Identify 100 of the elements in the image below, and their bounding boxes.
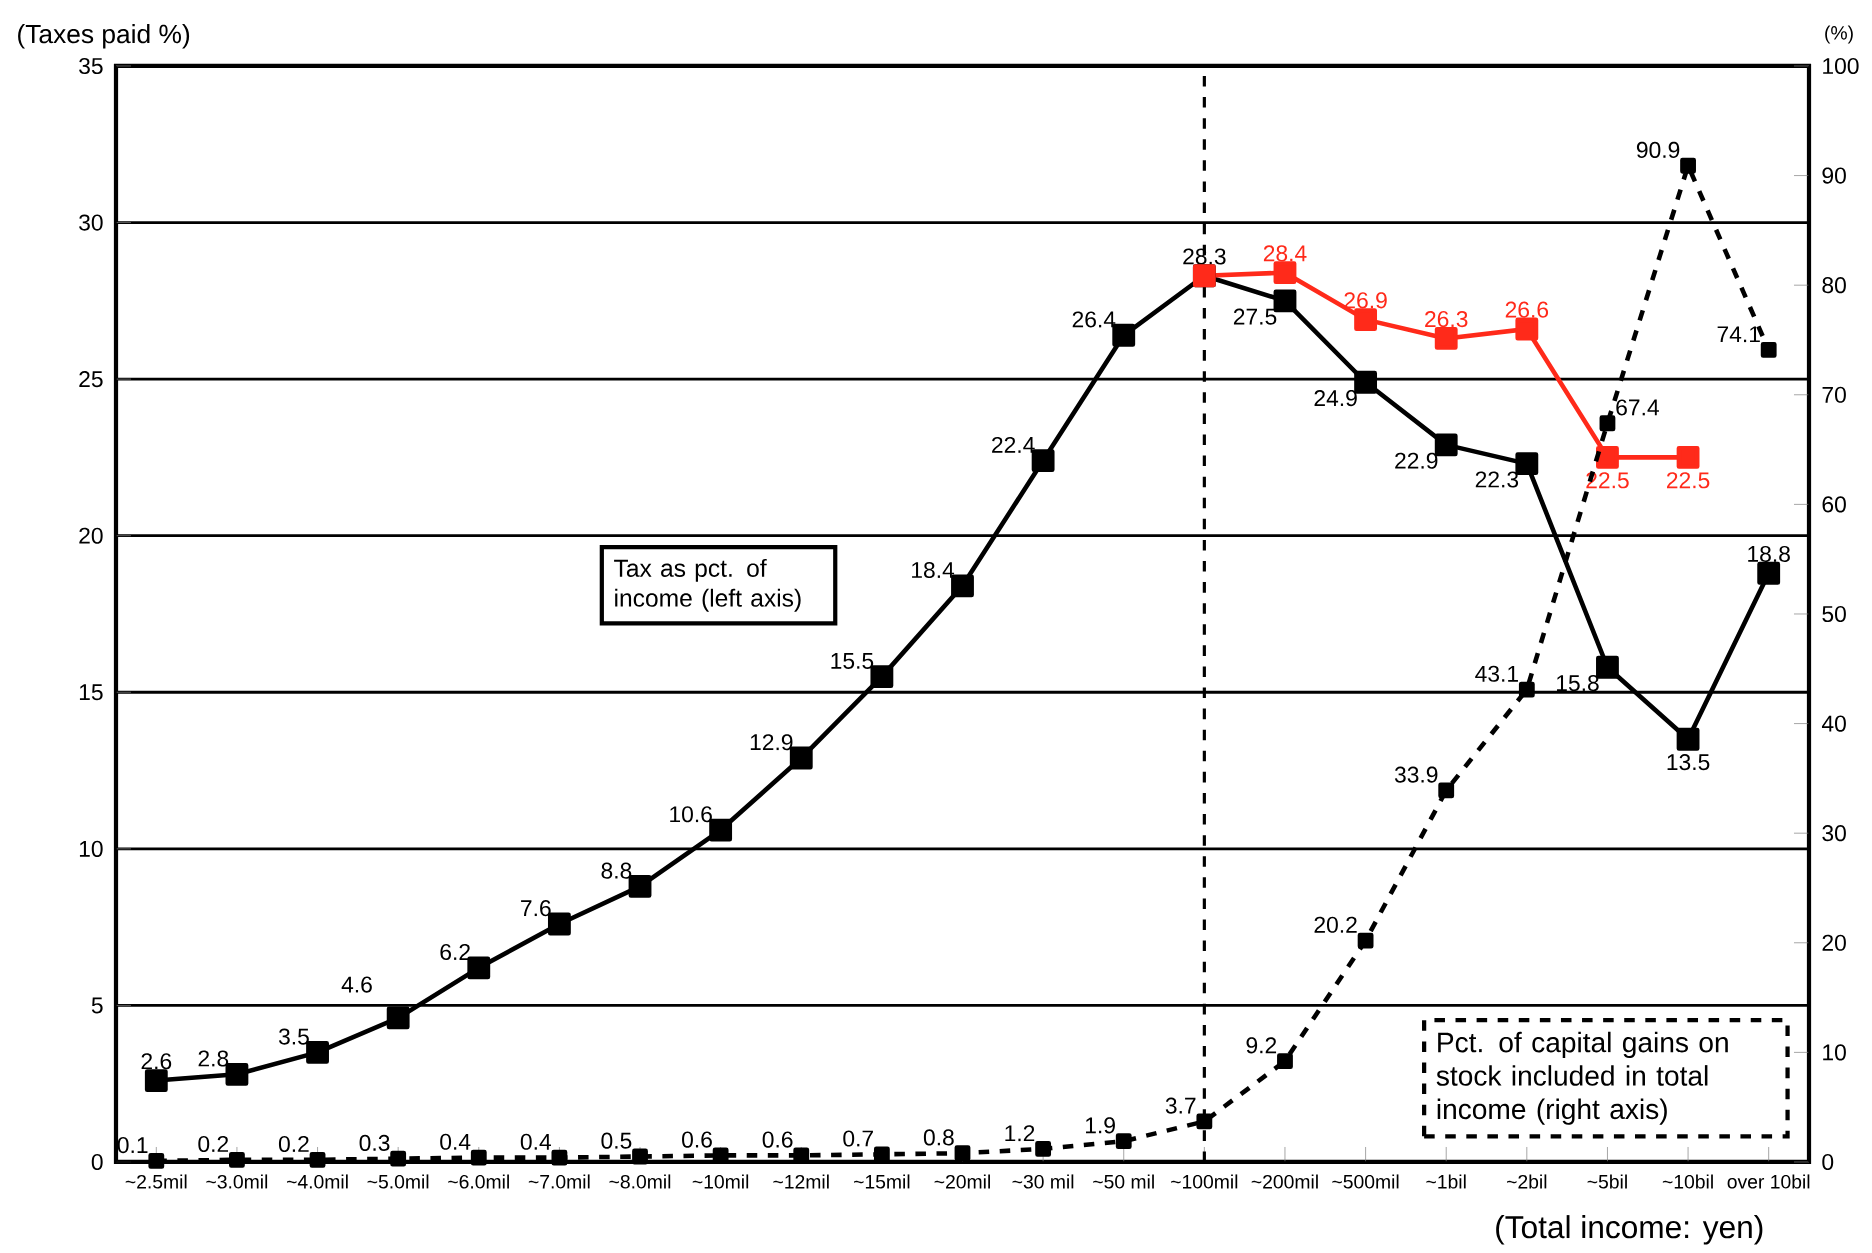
point bbox=[1599, 415, 1616, 432]
y2-tick-label: 100 bbox=[1823, 57, 1859, 75]
x-tick-label: ~2bil bbox=[1507, 1174, 1547, 1189]
x-tick-label: ~12mil bbox=[773, 1174, 829, 1189]
y2-tick-label: 20 bbox=[1822, 934, 1846, 951]
data-label: 26.9 bbox=[1344, 292, 1387, 309]
data-label: 22.9 bbox=[1395, 452, 1438, 469]
y2-tick-label: 60 bbox=[1822, 496, 1846, 513]
annotation: Pct. of capital gains on stock included in total income (right axis) bbox=[1436, 1031, 1728, 1125]
data-label: 1.2 bbox=[1005, 1125, 1035, 1142]
data-label: 4.6 bbox=[341, 976, 372, 993]
data-label: 26.3 bbox=[1425, 311, 1468, 328]
data-label: 18.8 bbox=[1748, 545, 1790, 563]
y-axis-title: (Taxes paid %) bbox=[18, 24, 190, 49]
x-tick-label: ~1bil bbox=[1426, 1174, 1466, 1189]
y2-tick-label: 80 bbox=[1822, 277, 1846, 294]
data-label: 2.6 bbox=[141, 1053, 172, 1070]
y-tick-label: 15 bbox=[79, 684, 103, 701]
x-tick-label: ~4.0mil bbox=[287, 1174, 348, 1189]
y-tick-label: 20 bbox=[79, 527, 103, 544]
point bbox=[309, 1151, 326, 1168]
x-tick-label: ~50 mil bbox=[1093, 1174, 1154, 1189]
point bbox=[470, 1149, 487, 1166]
data-label: 27.5 bbox=[1233, 308, 1277, 325]
data-label: 12.9 bbox=[750, 734, 793, 751]
annotation: Tax as pct. of income (left axis) bbox=[614, 558, 801, 612]
x-tick-label: ~3.0mil bbox=[206, 1174, 268, 1189]
data-label: 22.3 bbox=[1475, 471, 1519, 488]
data-label: 6.2 bbox=[440, 943, 470, 961]
point bbox=[1518, 681, 1535, 698]
point bbox=[1515, 317, 1539, 341]
y-tick-label: 5 bbox=[91, 997, 103, 1014]
y2-tick-label: 10 bbox=[1823, 1044, 1846, 1061]
point bbox=[1035, 1140, 1052, 1157]
point bbox=[1757, 561, 1781, 585]
data-label: 15.5 bbox=[831, 652, 874, 669]
data-label: 7.6 bbox=[521, 900, 551, 917]
data-label: 0.5 bbox=[601, 1132, 632, 1149]
point bbox=[1676, 445, 1700, 469]
point bbox=[1438, 782, 1455, 799]
point bbox=[390, 1150, 407, 1167]
point bbox=[1196, 1113, 1213, 1130]
point bbox=[1273, 261, 1297, 285]
data-label: 0.7 bbox=[843, 1130, 873, 1147]
y-tick-label: 10 bbox=[79, 840, 103, 857]
y-tick-label: 35 bbox=[79, 57, 103, 75]
data-label: 0.6 bbox=[762, 1131, 793, 1148]
x-tick-label: ~20mil bbox=[934, 1174, 990, 1189]
data-label: 74.1 bbox=[1717, 326, 1760, 343]
data-label: 24.9 bbox=[1314, 390, 1357, 407]
data-label: 0.8 bbox=[923, 1129, 954, 1146]
data-label: 0.1 bbox=[117, 1137, 148, 1154]
data-label: 26.4 bbox=[1072, 311, 1116, 328]
data-label: 3.5 bbox=[278, 1028, 309, 1045]
x-tick-label: over 10bil bbox=[1727, 1174, 1810, 1189]
x-tick-label: ~2.5mil bbox=[125, 1174, 187, 1189]
data-label: 33.9 bbox=[1394, 766, 1438, 783]
y2-tick-label: 50 bbox=[1822, 605, 1846, 623]
point bbox=[551, 1149, 568, 1166]
data-label: 0.2 bbox=[198, 1135, 229, 1153]
x-tick-label: ~8.0mil bbox=[609, 1174, 671, 1189]
x-tick-label: ~30 mil bbox=[1012, 1174, 1074, 1189]
point bbox=[1680, 157, 1696, 174]
point bbox=[386, 1006, 410, 1030]
point bbox=[1434, 326, 1458, 350]
data-label: 22.5 bbox=[1666, 472, 1710, 489]
point bbox=[632, 1148, 648, 1165]
x-tick-label: ~5bil bbox=[1587, 1174, 1627, 1189]
y2-tick-label: 0 bbox=[1822, 1153, 1834, 1171]
data-label: 2.8 bbox=[198, 1050, 229, 1067]
x-tick-label: ~5.0mil bbox=[367, 1174, 429, 1189]
y2-tick-label: 90 bbox=[1822, 167, 1846, 184]
y-tick-label: 25 bbox=[79, 371, 103, 388]
data-label: 22.4 bbox=[992, 436, 1035, 453]
data-label: 1.9 bbox=[1086, 1117, 1115, 1134]
data-label: 0.3 bbox=[359, 1134, 390, 1151]
data-label: 28.4 bbox=[1263, 245, 1307, 262]
data-label: 15.8 bbox=[1557, 674, 1599, 692]
data-label: 3.7 bbox=[1165, 1097, 1196, 1114]
y-tick-label: 30 bbox=[79, 214, 103, 231]
data-label: 90.9 bbox=[1636, 141, 1680, 158]
data-label: 0.2 bbox=[278, 1135, 309, 1153]
data-label: 0.6 bbox=[682, 1131, 712, 1148]
point bbox=[793, 1147, 810, 1164]
x-tick-label: ~7.0mil bbox=[528, 1174, 590, 1189]
data-label: 18.4 bbox=[912, 561, 955, 579]
point bbox=[712, 1147, 729, 1164]
y2-tick-label: 30 bbox=[1822, 825, 1846, 842]
x-tick-label: ~10mil bbox=[692, 1174, 749, 1189]
y2-tick-label: 40 bbox=[1821, 715, 1846, 732]
point bbox=[1760, 341, 1777, 358]
data-label: 28.3 bbox=[1183, 248, 1226, 265]
data-label: 20.2 bbox=[1314, 916, 1357, 933]
x-tick-label: ~6.0mil bbox=[448, 1174, 509, 1189]
x-tick-label: ~500mil bbox=[1332, 1174, 1399, 1189]
data-label: 22.5 bbox=[1586, 472, 1629, 489]
data-label: 10.6 bbox=[670, 806, 712, 823]
data-label: 67.4 bbox=[1616, 399, 1659, 416]
point bbox=[229, 1151, 245, 1168]
point bbox=[1676, 727, 1700, 751]
